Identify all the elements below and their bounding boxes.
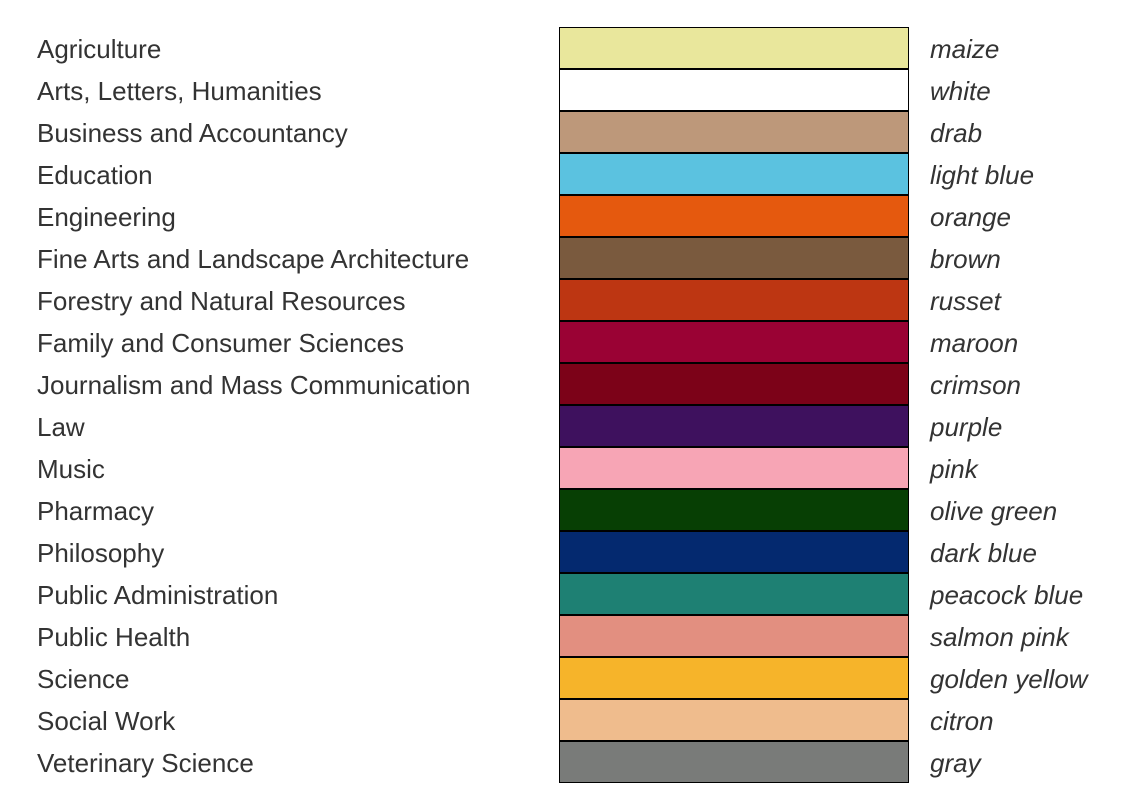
field-name: Fine Arts and Landscape Architecture [37,244,470,274]
color-swatch [559,615,909,657]
color-name: gray [930,748,981,778]
table-row: Business and Accountancy drab [0,111,1126,153]
field-name: Agriculture [37,34,162,64]
color-swatch [559,489,909,531]
color-name: drab [930,118,983,148]
table-row: Social Work citron [0,699,1126,741]
table-row: Arts, Letters, Humanities white [0,69,1126,111]
color-name: crimson [930,370,1022,400]
color-swatch [559,363,909,405]
field-name: Public Administration [37,580,279,610]
field-name: Family and Consumer Sciences [37,328,405,358]
color-swatch [559,657,909,699]
color-name: pink [930,454,978,484]
color-swatch [559,111,909,153]
color-name: white [930,76,991,106]
table-row: Public Administration peacock blue [0,573,1126,615]
color-name: maroon [930,328,1019,358]
field-name: Journalism and Mass Communication [37,370,471,400]
color-name: orange [930,202,1011,232]
color-name: dark blue [930,538,1037,568]
color-swatch [559,195,909,237]
table-row: Engineering orange [0,195,1126,237]
color-name: purple [930,412,1003,442]
table-row: Music pink [0,447,1126,489]
field-name: Engineering [37,202,176,232]
table-row: Education light blue [0,153,1126,195]
color-name: peacock blue [930,580,1084,610]
field-name: Education [37,160,153,190]
color-swatch [559,447,909,489]
color-swatch [559,153,909,195]
color-name: citron [930,706,994,736]
field-name: Music [37,454,105,484]
table-row: Journalism and Mass Communication crimso… [0,363,1126,405]
field-name: Forestry and Natural Resources [37,286,406,316]
color-swatch [559,321,909,363]
color-name: maize [930,34,1000,64]
table-row: Agriculture maize [0,27,1126,69]
table-row: Family and Consumer Sciences maroon [0,321,1126,363]
table-row: Law purple [0,405,1126,447]
field-name: Law [37,412,85,442]
color-table: Agriculture maize Arts, Letters, Humanit… [0,27,1126,783]
table-row: Fine Arts and Landscape Architecture bro… [0,237,1126,279]
color-swatch [559,573,909,615]
color-name: golden yellow [930,664,1088,694]
color-name: light blue [930,160,1035,190]
color-swatch [559,741,909,783]
color-name: salmon pink [930,622,1069,652]
color-swatch [559,531,909,573]
table-row: Pharmacy olive green [0,489,1126,531]
field-name: Arts, Letters, Humanities [37,76,322,106]
table-row: Veterinary Science gray [0,741,1126,783]
table-row: Science golden yellow [0,657,1126,699]
color-swatch [559,69,909,111]
field-name: Philosophy [37,538,165,568]
table-row: Forestry and Natural Resources russet [0,279,1126,321]
color-swatch [559,279,909,321]
color-swatch [559,699,909,741]
field-name: Social Work [37,706,176,736]
table-row: Public Health salmon pink [0,615,1126,657]
color-swatch [559,405,909,447]
field-name: Business and Accountancy [37,118,348,148]
color-name: olive green [930,496,1058,526]
color-swatch [559,237,909,279]
field-name: Veterinary Science [37,748,254,778]
table-row: Philosophy dark blue [0,531,1126,573]
color-swatch [559,27,909,69]
color-name: russet [930,286,1001,316]
color-name: brown [930,244,1001,274]
field-name: Science [37,664,130,694]
field-name: Public Health [37,622,191,652]
field-name: Pharmacy [37,496,155,526]
